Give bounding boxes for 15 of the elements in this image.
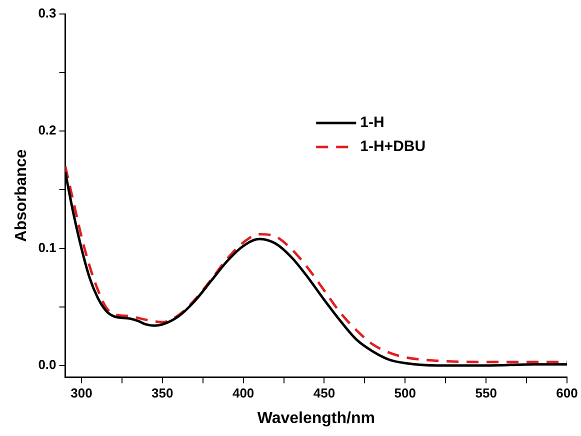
x-tick-label: 450 (313, 386, 336, 401)
x-tick-label: 600 (556, 386, 578, 401)
y-tick-label: 0.0 (38, 357, 56, 372)
x-tick-label: 550 (475, 386, 497, 401)
x-axis-title: Wavelength/nm (257, 410, 375, 427)
y-tick-label: 0.2 (38, 122, 56, 138)
legend-label: 1-H+DBU (360, 138, 426, 156)
x-tick-label: 500 (394, 386, 416, 401)
y-axis-title: Absorbance (13, 149, 30, 242)
x-tick-label: 300 (70, 386, 92, 401)
y-tick-label: 0.3 (38, 6, 56, 21)
x-tick-label: 350 (152, 386, 174, 401)
legend-label: 1-H (360, 114, 384, 132)
y-tick-label: 0.1 (38, 240, 56, 255)
x-tick-label: 400 (232, 386, 254, 401)
